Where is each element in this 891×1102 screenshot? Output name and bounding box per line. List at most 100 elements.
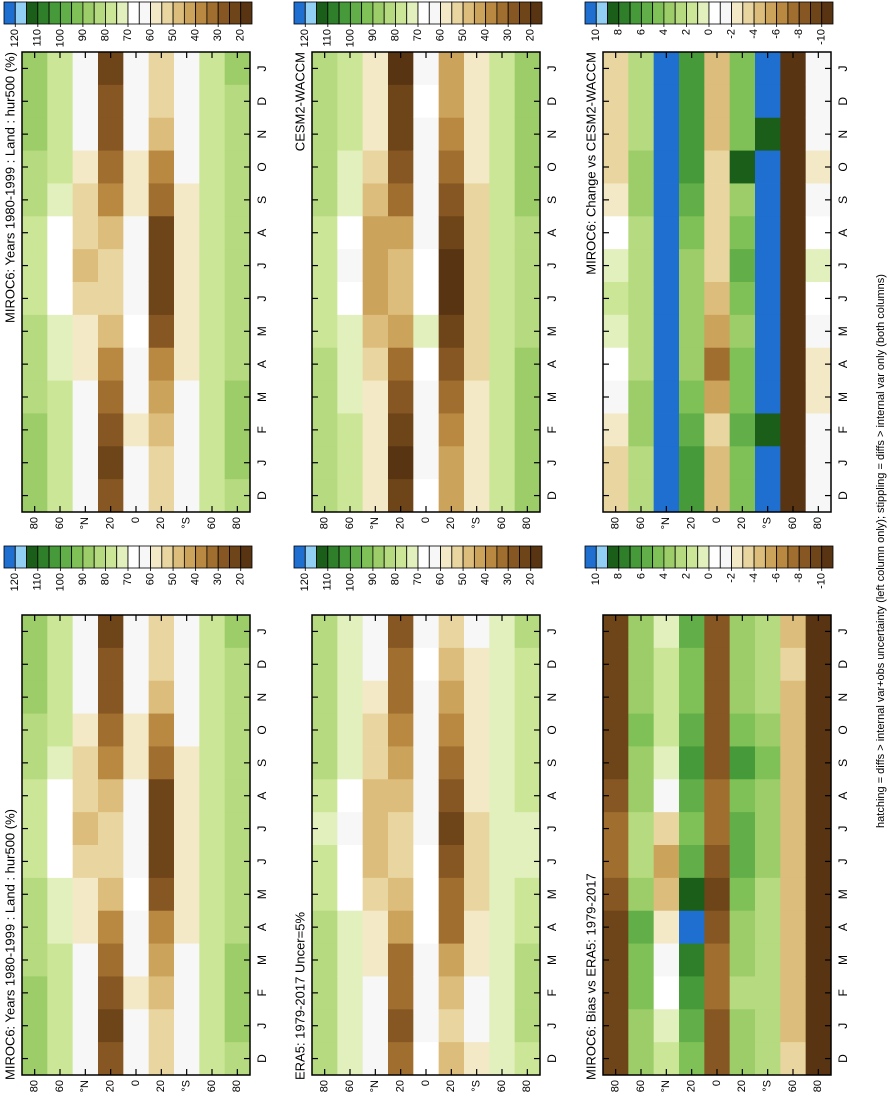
field-cell: [413, 183, 440, 217]
field-cell: [362, 877, 389, 911]
colorbar-box: [708, 545, 721, 569]
field-cell: [362, 680, 389, 714]
field-cell: [679, 877, 705, 911]
field-cell: [805, 248, 832, 282]
field-cell: [438, 380, 465, 414]
field-cell: [704, 713, 731, 747]
field-cell: [413, 943, 440, 977]
field-cell: [514, 746, 541, 780]
field-cell: [805, 976, 832, 1010]
x-tick-label: J: [836, 460, 850, 466]
colorbar-box: [417, 1, 430, 25]
field-cell: [438, 150, 465, 184]
field-cell: [362, 117, 389, 151]
field-cell: [628, 478, 655, 512]
y-tick-label: 80: [812, 517, 824, 529]
field-cell: [312, 117, 338, 151]
colorbar-box: [764, 545, 778, 569]
field-cell: [47, 1041, 74, 1075]
field-cell: [388, 347, 414, 381]
field-cell: [148, 150, 175, 184]
field-cell: [388, 1041, 414, 1075]
field-cell: [464, 778, 490, 813]
field-cell: [47, 413, 74, 447]
colorbar-box: [473, 545, 487, 569]
field-cell: [388, 380, 414, 414]
field-cell: [755, 248, 781, 282]
colorbar-box: [383, 545, 396, 569]
x-tick-label: J: [545, 858, 559, 864]
colorbar-box: [674, 1, 687, 25]
colorbar-box: [406, 1, 419, 25]
colorbar-box: [719, 1, 732, 25]
field-cell: [679, 84, 705, 118]
field-cell: [603, 614, 629, 648]
field-cell: [337, 314, 364, 348]
field-cell: [312, 51, 338, 85]
colorbar-box: [440, 545, 453, 569]
field-cell: [780, 84, 807, 118]
x-tick-label: A: [255, 792, 269, 800]
field-cell: [199, 614, 226, 648]
y-tick-label: 20: [736, 1080, 748, 1092]
field-cell: [413, 877, 440, 911]
field-cell: [729, 746, 756, 780]
field-cell: [312, 976, 338, 1010]
field-cell: [780, 844, 807, 878]
field-cell: [337, 51, 364, 85]
field-cell: [337, 713, 364, 747]
field-cell: [464, 811, 490, 845]
field-cell: [98, 943, 124, 977]
field-cell: [679, 811, 705, 845]
field-cell: [464, 183, 490, 217]
field-cell: [388, 614, 414, 648]
colorbar-label: 80: [99, 573, 111, 585]
field-cell: [174, 1041, 200, 1075]
field-cell: [729, 713, 756, 747]
field-cell: [337, 150, 364, 184]
field-cell: [98, 413, 124, 447]
field-cell: [123, 413, 150, 447]
field-cell: [805, 84, 832, 118]
field-cell: [780, 877, 807, 911]
field-cell: [489, 910, 516, 944]
x-tick-label: D: [255, 97, 269, 106]
colorbar-box: [349, 545, 363, 569]
field-cell: [514, 943, 541, 977]
colorbar-box: [127, 1, 140, 25]
x-tick-label: J: [836, 263, 850, 269]
y-tick-label: °S: [762, 517, 774, 529]
field-cell: [514, 713, 541, 747]
colorbar-box: [116, 545, 129, 569]
field-cell: [514, 614, 541, 648]
field-cell: [47, 314, 74, 348]
field-cell: [22, 647, 48, 681]
colorbar-box: [14, 545, 27, 569]
field-cell: [464, 248, 490, 282]
x-tick-label: A: [836, 360, 850, 368]
field-cell: [729, 910, 756, 944]
x-tick-label: J: [255, 295, 269, 301]
field-cell: [805, 943, 832, 977]
field-cell: [489, 877, 516, 911]
field-cell: [464, 84, 490, 118]
x-tick-label: O: [836, 725, 850, 734]
colorbar-label: 60: [434, 573, 446, 585]
y-tick-label: 0: [711, 517, 723, 523]
colorbar-box: [629, 545, 642, 569]
field-cell: [199, 117, 226, 151]
colorbar-box: [810, 1, 823, 25]
colorbar-label: 120: [9, 29, 21, 47]
field-cell: [805, 183, 832, 217]
field-cell: [805, 746, 832, 780]
y-tick-label: 60: [344, 1080, 356, 1092]
field-cell: [628, 713, 655, 747]
field-cell: [22, 943, 48, 977]
field-cell: [148, 281, 175, 315]
field-cell: [174, 910, 200, 944]
field-cell: [312, 746, 338, 780]
colorbar-box: [229, 545, 242, 569]
field-cell: [388, 150, 414, 184]
colorbar-label: 110: [32, 29, 44, 47]
field-cell: [438, 614, 465, 648]
